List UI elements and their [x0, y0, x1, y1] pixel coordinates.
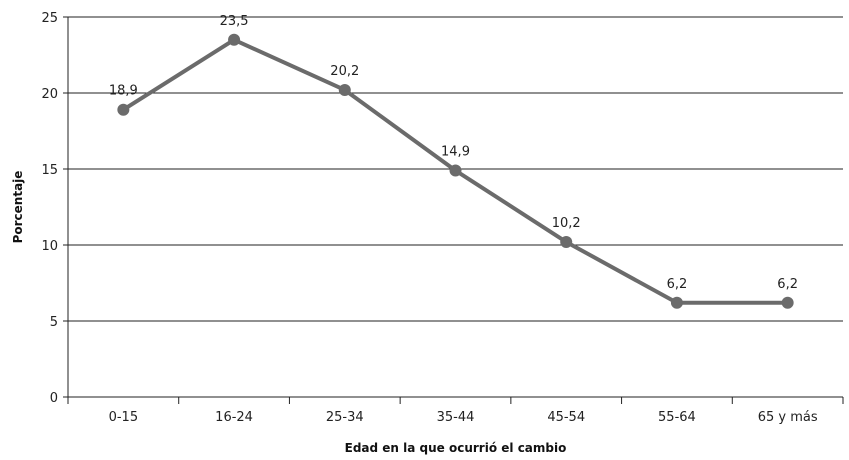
data-label: 18,9: [109, 84, 138, 99]
x-tick-label: 35-44: [437, 410, 475, 425]
data-label: 6,2: [777, 277, 798, 292]
data-point: [338, 83, 351, 96]
y-tick-label: 20: [41, 87, 58, 102]
gridlines: [68, 16, 843, 398]
data-label: 14,9: [441, 145, 470, 160]
data-label: 10,2: [552, 216, 581, 231]
y-tick-label: 25: [41, 11, 58, 26]
data-point: [560, 235, 573, 248]
data-point: [781, 296, 794, 309]
x-tick-label: 16-24: [215, 410, 253, 425]
series-group: 18,9 23,5 20,2 14,9 10,2 6,2 6,2: [109, 14, 798, 309]
y-axis-ticks: 0 5 10 15 20 25: [41, 11, 69, 406]
x-tick-label: 45-54: [547, 410, 585, 425]
x-axis: 0-15 16-24 25-34 35-44 45-54 55-64 65 y más: [67, 397, 844, 425]
data-point: [670, 296, 683, 309]
x-tick-label: 55-64: [658, 410, 696, 425]
x-tick-label: 0-15: [109, 410, 139, 425]
x-tick-label: 65 y más: [758, 410, 818, 425]
x-axis-title: Edad en la que ocurrió el cambio: [345, 441, 567, 455]
data-point: [449, 164, 462, 177]
data-label: 20,2: [330, 64, 359, 79]
y-tick-label: 10: [41, 239, 58, 254]
y-tick-label: 15: [41, 163, 58, 178]
data-label: 23,5: [220, 14, 249, 29]
y-axis-title: Porcentaje: [11, 171, 25, 244]
data-label: 6,2: [667, 277, 688, 292]
y-tick-label: 0: [50, 391, 58, 406]
x-tick-label: 25-34: [326, 410, 364, 425]
data-point: [228, 33, 241, 46]
y-tick-label: 5: [50, 315, 58, 330]
data-point: [117, 103, 130, 116]
